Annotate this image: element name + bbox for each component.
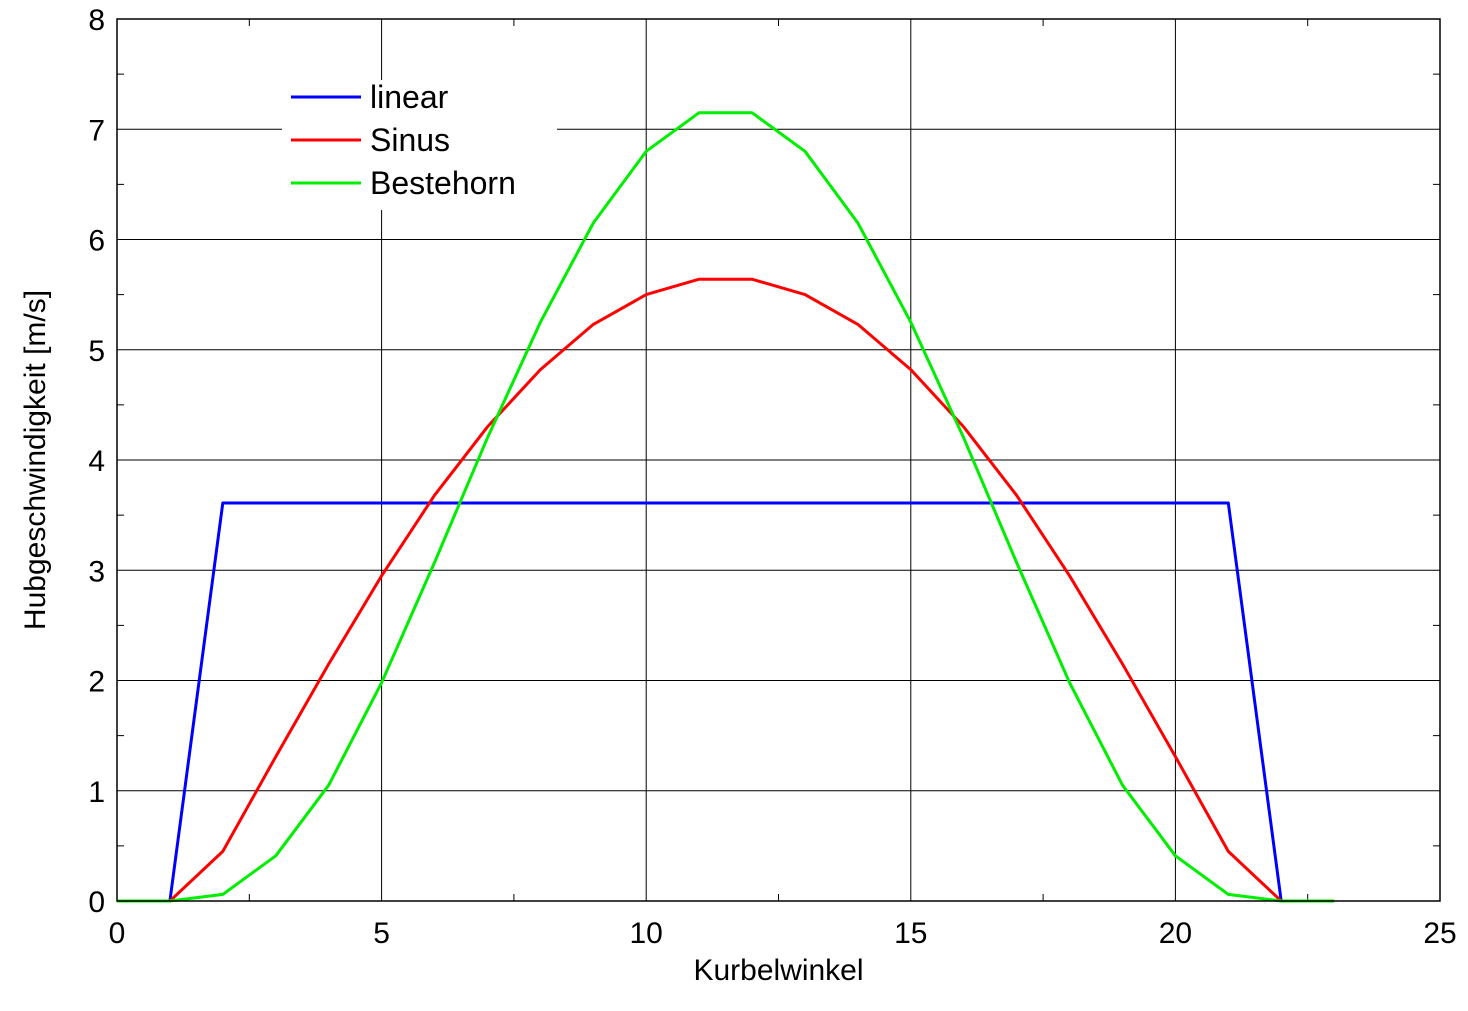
y-axis-title: Hubgeschwindigkeit [m/s]	[19, 290, 52, 630]
y-tick-label: 5	[88, 335, 105, 368]
x-tick-label: 25	[1423, 917, 1456, 950]
y-tick-label: 1	[88, 776, 105, 809]
plot-frame	[116, 18, 1441, 902]
y-tick-label: 0	[88, 886, 105, 919]
y-tick-label: 7	[88, 114, 105, 147]
y-tick-label: 3	[88, 555, 105, 588]
x-tick-label: 0	[109, 917, 126, 950]
y-tick-label: 4	[88, 445, 105, 478]
series-line-sinus	[117, 277, 1283, 903]
x-tick-label: 15	[894, 917, 927, 950]
legend-label: Sinus	[370, 122, 450, 158]
legend-label: linear	[370, 79, 449, 115]
minor-ticks	[117, 19, 1440, 901]
y-tick-labels: 0 1 2 3 4 5 6 7 8	[88, 4, 105, 919]
x-tick-label: 5	[373, 917, 390, 950]
y-tick-label: 2	[88, 666, 105, 699]
series-lines	[117, 111, 1335, 903]
x-tick-labels: 0 5 10 15 20 25	[109, 917, 1457, 950]
x-axis-title: Kurbelwinkel	[693, 954, 863, 987]
legend-background	[282, 80, 557, 210]
series-line-linear	[117, 501, 1283, 903]
series-line-bestehorn	[117, 111, 1335, 903]
y-tick-label: 8	[88, 4, 105, 37]
x-tick-label: 10	[630, 917, 663, 950]
x-tick-label: 20	[1159, 917, 1192, 950]
legend: linear Sinus Bestehorn	[291, 79, 516, 201]
legend-label: Bestehorn	[370, 165, 516, 201]
y-tick-label: 6	[88, 225, 105, 258]
